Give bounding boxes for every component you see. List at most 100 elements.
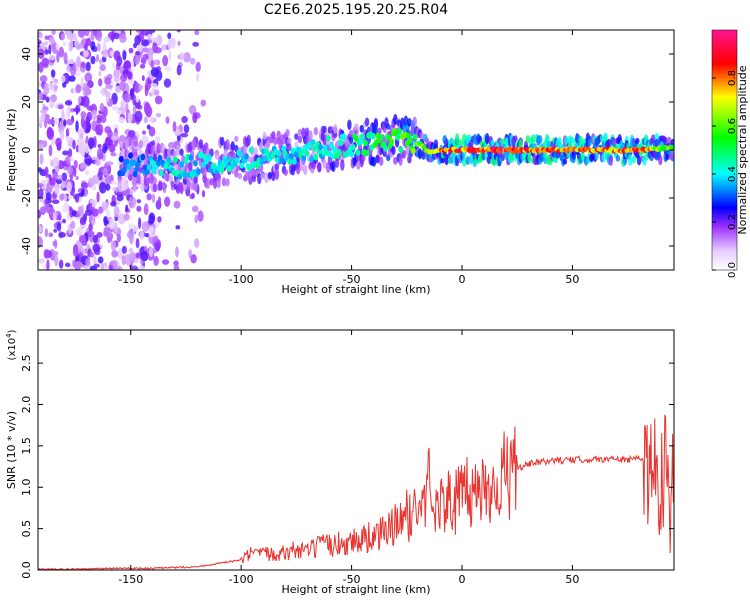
heatmap-halo-cell xyxy=(375,154,380,161)
heatmap-halo-cell xyxy=(140,175,145,184)
colorbar-gradient xyxy=(711,29,738,271)
heatmap-halo-cell xyxy=(348,129,354,138)
heatmap-noise-cell xyxy=(190,57,196,65)
heatmap-noise-cell xyxy=(103,88,108,94)
heatmap-halo-cell xyxy=(654,132,659,141)
heatmap-noise-cell xyxy=(61,218,67,224)
heatmap-noise-cell xyxy=(110,180,118,185)
heatmap-noise-cell xyxy=(97,37,102,42)
heatmap-halo-cell xyxy=(121,148,126,158)
heatmap-ridge-cell xyxy=(301,155,307,162)
heatmap-noise-cell xyxy=(128,223,134,230)
spectrogram-panel: -150 -100 -50 0 50 -40 -20 0 20 40 Height of str… xyxy=(5,29,675,296)
snr-y-tick-label: 0.0 xyxy=(20,561,33,579)
heatmap-noise-cell xyxy=(44,228,49,238)
heatmap-halo-cell xyxy=(283,168,288,176)
heatmap-noise-cell xyxy=(75,84,82,94)
heatmap-halo-cell xyxy=(322,125,327,134)
heatmap-halo-cell xyxy=(216,178,221,189)
heatmap-ridge-cell xyxy=(247,165,252,172)
heatmap-noise-cell xyxy=(46,127,55,140)
heatmap-noise-cell xyxy=(153,89,160,96)
heatmap-ridge-cell xyxy=(407,137,413,144)
heatmap-ridge-cell xyxy=(155,159,161,167)
heatmap-ridge-cell xyxy=(126,163,132,171)
heatmap-halo-cell xyxy=(149,172,154,184)
heatmap-noise-cell xyxy=(106,161,114,166)
heatmap-noise-cell xyxy=(103,216,108,227)
heatmap-ridge-cell xyxy=(206,154,212,161)
heatmap-noise-cell xyxy=(67,195,73,200)
heatmap-ridge-cell xyxy=(234,157,240,164)
heatmap-noise-cell xyxy=(128,47,134,54)
heatmap-noise-cell xyxy=(163,78,172,88)
snr-x-tick-label: -50 xyxy=(343,573,361,586)
heatmap-noise-cell xyxy=(80,76,84,88)
heatmap-halo-cell xyxy=(274,168,280,180)
heatmap-halo-cell xyxy=(513,135,518,142)
heatmap-halo-cell xyxy=(251,174,257,183)
heatmap-noise-cell xyxy=(121,245,127,254)
heatmap-noise-cell xyxy=(86,230,95,238)
heatmap-halo-cell xyxy=(410,124,416,136)
heatmap-ridge-cell xyxy=(336,148,342,156)
heatmap-noise-cell xyxy=(48,144,53,157)
heatmap-noise-cell xyxy=(150,67,159,78)
heatmap-ridge-cell xyxy=(421,144,427,150)
heatmap-noise-cell xyxy=(65,128,70,139)
heatmap-halo-cell xyxy=(251,169,257,177)
heatmap-noise-cell xyxy=(139,230,145,240)
heatmap-noise-cell xyxy=(144,232,150,238)
heatmap-noise-cell xyxy=(70,220,76,230)
heatmap-noise-cell xyxy=(104,77,112,86)
heatmap-halo-cell xyxy=(417,148,423,160)
heatmap-halo-cell xyxy=(297,135,303,144)
heatmap-noise-cell xyxy=(167,32,172,40)
heatmap-noise-cell xyxy=(89,235,94,243)
heatmap-noise-cell xyxy=(127,229,134,239)
heatmap-halo-cell xyxy=(170,181,175,188)
heatmap-halo-cell xyxy=(205,177,211,190)
heatmap-halo-cell xyxy=(186,178,191,191)
heatmap-noise-cell xyxy=(66,181,72,193)
heatmap-noise-cell xyxy=(155,113,162,118)
heatmap-halo-cell xyxy=(484,132,490,145)
heatmap-noise-cell xyxy=(136,199,142,204)
heatmap-noise-cell xyxy=(150,60,155,69)
heatmap-halo-cell xyxy=(364,117,370,127)
heatmap-noise-cell xyxy=(58,259,64,269)
heatmap-noise-cell xyxy=(38,92,44,101)
heatmap-noise-cell xyxy=(110,152,117,157)
heatmap-halo-cell xyxy=(299,165,304,172)
snr-x-tick-label: 50 xyxy=(565,573,579,586)
heatmap-halo-cell xyxy=(599,134,605,143)
spectrogram-y-tick-label: 0 xyxy=(20,147,33,154)
heatmap-noise-cell xyxy=(123,213,130,221)
heatmap-halo-cell xyxy=(313,127,319,136)
heatmap-noise-cell xyxy=(131,265,139,270)
heatmap-noise-cell xyxy=(55,137,62,148)
heatmap-noise-cell xyxy=(75,120,79,133)
heatmap-noise-cell xyxy=(143,116,149,124)
heatmap-noise-cell xyxy=(63,193,68,202)
spectrogram-x-label: Height of straight line (km) xyxy=(281,283,430,296)
heatmap-noise-cell xyxy=(99,102,105,113)
snr-x-tick-label: 0 xyxy=(459,573,466,586)
heatmap-noise-cell xyxy=(105,209,111,217)
heatmap-ridge-cell xyxy=(159,170,164,177)
heatmap-noise-cell xyxy=(55,43,59,50)
heatmap-halo-cell xyxy=(562,158,568,165)
heatmap-halo-cell xyxy=(308,130,313,141)
heatmap-noise-cell xyxy=(134,54,140,65)
heatmap-halo-cell xyxy=(340,159,345,171)
heatmap-halo-cell xyxy=(665,154,670,161)
heatmap-noise-cell xyxy=(141,39,149,47)
heatmap-noise-cell xyxy=(49,54,56,61)
snr-panel: -150 -100 -50 0 50 0.0 0.5 1.0 1.5 2.0 2.5 Height… xyxy=(5,329,675,596)
heatmap-halo-cell xyxy=(225,178,230,187)
heatmap-halo-cell xyxy=(209,178,214,186)
heatmap-noise-cell xyxy=(70,65,77,76)
heatmap-halo-cell xyxy=(158,180,163,188)
colorbar-tick-label: 0.0 xyxy=(727,262,738,278)
heatmap-ridge-cell xyxy=(310,139,316,146)
